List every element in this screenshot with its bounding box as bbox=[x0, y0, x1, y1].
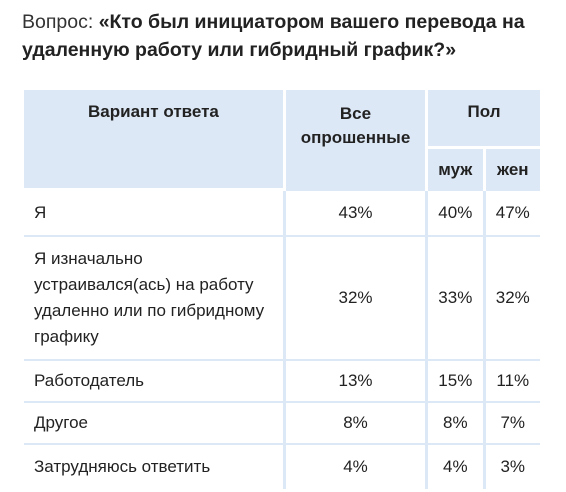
cell-all: 4% bbox=[285, 445, 429, 489]
header-all-respondents: Все опрошенные bbox=[285, 90, 429, 191]
header-answer-option: Вариант ответа bbox=[24, 90, 286, 191]
header-women: жен bbox=[485, 149, 540, 191]
row-label: Работодатель bbox=[24, 361, 286, 403]
cell-all: 32% bbox=[285, 237, 429, 361]
row-label: Я bbox=[24, 191, 286, 237]
header-men: муж bbox=[428, 149, 486, 191]
question-heading: Вопрос: «Кто был инициатором вашего пере… bbox=[22, 8, 552, 64]
table-row: Работодатель 13% 15% 11% bbox=[24, 361, 540, 403]
cell-all: 8% bbox=[285, 403, 429, 445]
cell-women: 7% bbox=[485, 403, 540, 445]
header-gender: Пол bbox=[428, 90, 540, 150]
row-label: Другое bbox=[24, 403, 286, 445]
cell-all: 13% bbox=[285, 361, 429, 403]
cell-men: 15% bbox=[428, 361, 486, 403]
table-row: Затрудняюсь ответить 4% 4% 3% bbox=[24, 445, 540, 489]
table-row: Другое 8% 8% 7% bbox=[24, 403, 540, 445]
question-prefix: Вопрос: bbox=[22, 11, 99, 33]
cell-men: 40% bbox=[428, 191, 486, 237]
question-text: «Кто был инициатором вашего перевода на … bbox=[22, 11, 525, 61]
cell-women: 3% bbox=[485, 445, 540, 489]
cell-women: 32% bbox=[485, 237, 540, 361]
row-label: Затрудняюсь ответить bbox=[24, 445, 286, 489]
table-row: Я 43% 40% 47% bbox=[24, 191, 540, 237]
row-label: Я изначально устраивался(ась) на работу … bbox=[24, 237, 286, 361]
cell-women: 11% bbox=[485, 361, 540, 403]
table-row: Я изначально устраивался(ась) на работу … bbox=[24, 237, 540, 361]
cell-men: 8% bbox=[428, 403, 486, 445]
cell-all: 43% bbox=[285, 191, 429, 237]
cell-men: 33% bbox=[428, 237, 486, 361]
cell-women: 47% bbox=[485, 191, 540, 237]
survey-results-table: Вариант ответа Все опрошенные Пол муж же… bbox=[24, 90, 540, 489]
cell-men: 4% bbox=[428, 445, 486, 489]
table-subheader-row: муж жен bbox=[24, 149, 540, 191]
table-header-row: Вариант ответа Все опрошенные Пол bbox=[24, 90, 540, 191]
